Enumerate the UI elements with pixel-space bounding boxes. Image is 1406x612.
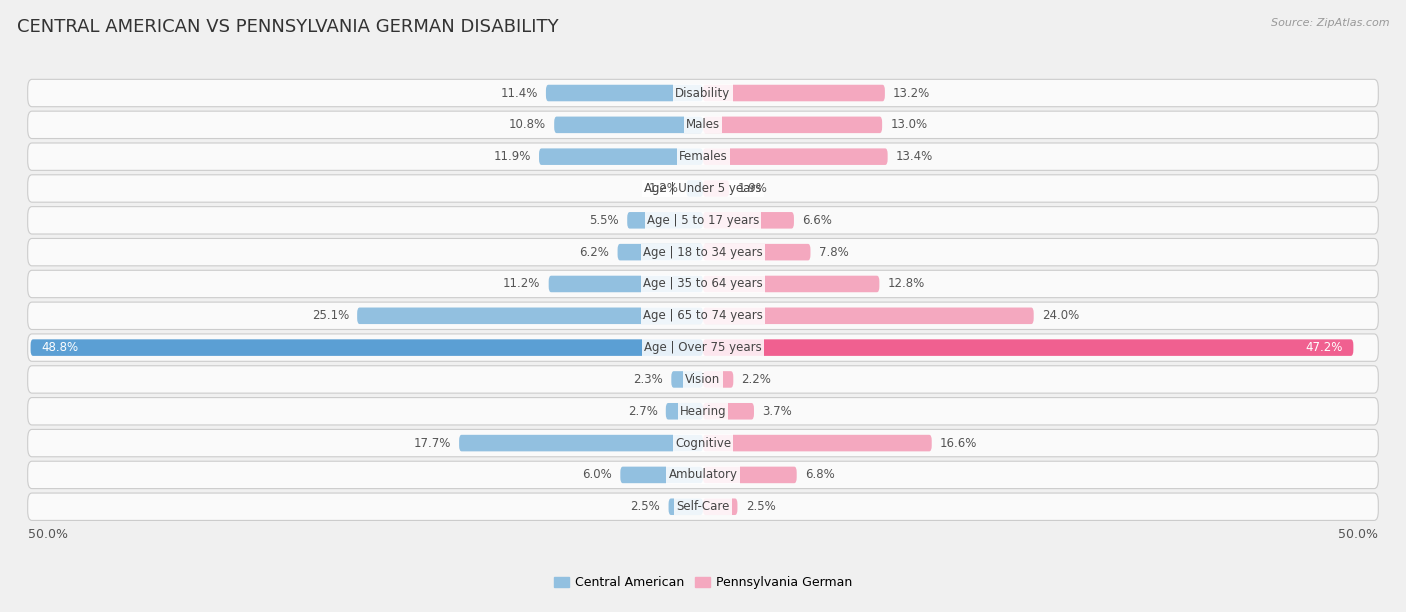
Text: 47.2%: 47.2% xyxy=(1305,341,1343,354)
FancyBboxPatch shape xyxy=(703,212,794,229)
Text: 6.8%: 6.8% xyxy=(806,468,835,482)
FancyBboxPatch shape xyxy=(703,339,1354,356)
Text: 11.2%: 11.2% xyxy=(503,277,540,291)
FancyBboxPatch shape xyxy=(28,239,1378,266)
FancyBboxPatch shape xyxy=(28,271,1378,297)
Text: 6.2%: 6.2% xyxy=(579,245,609,259)
Text: 16.6%: 16.6% xyxy=(941,436,977,450)
Text: Vision: Vision xyxy=(685,373,721,386)
FancyBboxPatch shape xyxy=(28,430,1378,457)
FancyBboxPatch shape xyxy=(617,244,703,261)
Text: Self-Care: Self-Care xyxy=(676,500,730,513)
Text: Source: ZipAtlas.com: Source: ZipAtlas.com xyxy=(1271,18,1389,28)
FancyBboxPatch shape xyxy=(28,143,1378,170)
Text: 3.7%: 3.7% xyxy=(762,405,792,418)
Text: Age | Under 5 years: Age | Under 5 years xyxy=(644,182,762,195)
FancyBboxPatch shape xyxy=(28,207,1378,234)
Text: 11.4%: 11.4% xyxy=(501,86,537,100)
Text: Hearing: Hearing xyxy=(679,405,727,418)
FancyBboxPatch shape xyxy=(28,80,1378,106)
Text: 24.0%: 24.0% xyxy=(1042,309,1080,323)
FancyBboxPatch shape xyxy=(703,498,738,515)
FancyBboxPatch shape xyxy=(703,466,797,483)
FancyBboxPatch shape xyxy=(703,180,730,197)
FancyBboxPatch shape xyxy=(669,498,703,515)
Text: 6.0%: 6.0% xyxy=(582,468,612,482)
FancyBboxPatch shape xyxy=(538,148,703,165)
FancyBboxPatch shape xyxy=(627,212,703,229)
FancyBboxPatch shape xyxy=(28,398,1378,425)
FancyBboxPatch shape xyxy=(703,84,884,102)
Text: 25.1%: 25.1% xyxy=(312,309,349,323)
FancyBboxPatch shape xyxy=(31,339,703,356)
Text: 1.9%: 1.9% xyxy=(738,182,768,195)
Text: Ambulatory: Ambulatory xyxy=(668,468,738,482)
FancyBboxPatch shape xyxy=(703,371,734,388)
FancyBboxPatch shape xyxy=(546,84,703,102)
FancyBboxPatch shape xyxy=(686,180,703,197)
FancyBboxPatch shape xyxy=(703,307,1033,324)
Text: Age | 18 to 34 years: Age | 18 to 34 years xyxy=(643,245,763,259)
FancyBboxPatch shape xyxy=(671,371,703,388)
FancyBboxPatch shape xyxy=(666,403,703,420)
Text: 5.5%: 5.5% xyxy=(589,214,619,227)
Text: 48.8%: 48.8% xyxy=(42,341,79,354)
Text: 2.5%: 2.5% xyxy=(745,500,776,513)
FancyBboxPatch shape xyxy=(28,175,1378,202)
Text: Age | 65 to 74 years: Age | 65 to 74 years xyxy=(643,309,763,323)
FancyBboxPatch shape xyxy=(28,366,1378,393)
FancyBboxPatch shape xyxy=(554,116,703,133)
Text: Females: Females xyxy=(679,150,727,163)
Legend: Central American, Pennsylvania German: Central American, Pennsylvania German xyxy=(548,572,858,594)
Text: 11.9%: 11.9% xyxy=(494,150,531,163)
Text: Age | 5 to 17 years: Age | 5 to 17 years xyxy=(647,214,759,227)
FancyBboxPatch shape xyxy=(28,302,1378,329)
FancyBboxPatch shape xyxy=(703,244,810,261)
Text: 13.2%: 13.2% xyxy=(893,86,931,100)
Text: 2.3%: 2.3% xyxy=(633,373,664,386)
Text: 10.8%: 10.8% xyxy=(509,118,546,132)
FancyBboxPatch shape xyxy=(703,116,882,133)
FancyBboxPatch shape xyxy=(28,493,1378,520)
Text: 2.2%: 2.2% xyxy=(741,373,772,386)
Text: 1.2%: 1.2% xyxy=(648,182,678,195)
FancyBboxPatch shape xyxy=(28,461,1378,488)
FancyBboxPatch shape xyxy=(703,148,887,165)
Text: Age | 35 to 64 years: Age | 35 to 64 years xyxy=(643,277,763,291)
Text: 6.6%: 6.6% xyxy=(803,214,832,227)
Text: Age | Over 75 years: Age | Over 75 years xyxy=(644,341,762,354)
Text: 13.0%: 13.0% xyxy=(890,118,928,132)
Text: 7.8%: 7.8% xyxy=(818,245,848,259)
FancyBboxPatch shape xyxy=(703,435,932,452)
Text: CENTRAL AMERICAN VS PENNSYLVANIA GERMAN DISABILITY: CENTRAL AMERICAN VS PENNSYLVANIA GERMAN … xyxy=(17,18,558,36)
Text: 13.4%: 13.4% xyxy=(896,150,934,163)
FancyBboxPatch shape xyxy=(28,111,1378,138)
FancyBboxPatch shape xyxy=(357,307,703,324)
FancyBboxPatch shape xyxy=(460,435,703,452)
FancyBboxPatch shape xyxy=(620,466,703,483)
Text: Males: Males xyxy=(686,118,720,132)
Text: 2.5%: 2.5% xyxy=(630,500,661,513)
Text: 12.8%: 12.8% xyxy=(887,277,925,291)
Text: 17.7%: 17.7% xyxy=(413,436,451,450)
FancyBboxPatch shape xyxy=(703,275,879,293)
FancyBboxPatch shape xyxy=(703,403,754,420)
Text: 2.7%: 2.7% xyxy=(627,405,658,418)
FancyBboxPatch shape xyxy=(28,334,1378,361)
Text: Cognitive: Cognitive xyxy=(675,436,731,450)
Text: Disability: Disability xyxy=(675,86,731,100)
Text: 50.0%: 50.0% xyxy=(1339,528,1378,541)
Text: 50.0%: 50.0% xyxy=(28,528,67,541)
FancyBboxPatch shape xyxy=(548,275,703,293)
